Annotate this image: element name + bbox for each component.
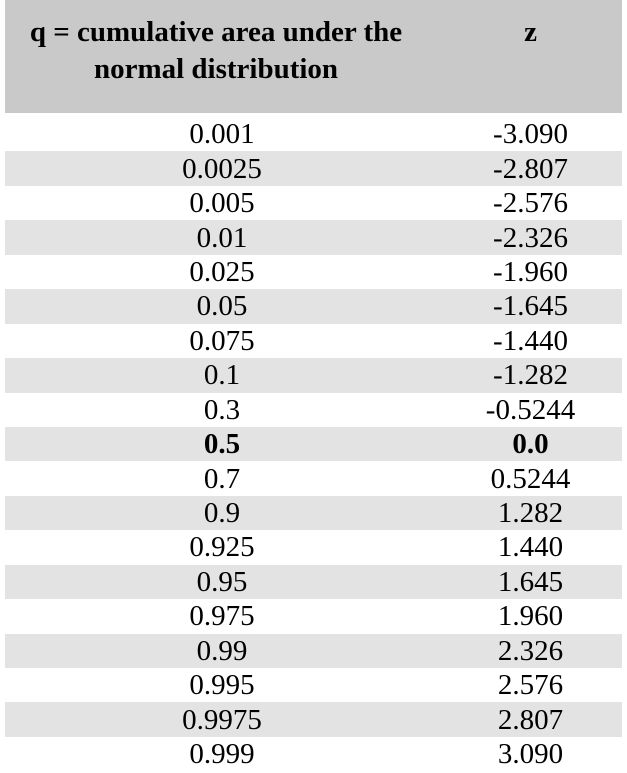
cell-q: 0.95 bbox=[5, 564, 439, 600]
cell-z: 0.5244 bbox=[439, 461, 622, 496]
cell-z: -3.090 bbox=[439, 117, 622, 152]
table-row: 0.9975 2.807 bbox=[5, 702, 622, 737]
cell-z: 3.090 bbox=[439, 736, 622, 772]
cell-q: 0.025 bbox=[5, 254, 439, 290]
cell-z: 1.645 bbox=[439, 564, 622, 600]
cell-z: 2.807 bbox=[439, 702, 622, 737]
table-row: 0.001 -3.090 bbox=[5, 117, 622, 152]
table-row: 0.05 -1.645 bbox=[5, 289, 622, 324]
cell-z: -0.5244 bbox=[439, 392, 622, 427]
cell-z: 0.0 bbox=[439, 426, 622, 462]
table-row: 0.999 3.090 bbox=[5, 736, 622, 772]
table-row: 0.005 -2.576 bbox=[5, 185, 622, 221]
table-header: q = cumulative area under the normal dis… bbox=[5, 0, 622, 113]
cell-q: 0.075 bbox=[5, 323, 439, 359]
z-table-container: q = cumulative area under the normal dis… bbox=[5, 0, 622, 772]
cell-z: 1.282 bbox=[439, 495, 622, 531]
cell-q: 0.7 bbox=[5, 461, 439, 496]
table-row: 0.0025 -2.807 bbox=[5, 151, 622, 186]
cell-q: 0.3 bbox=[5, 392, 439, 427]
cell-z: 1.440 bbox=[439, 530, 622, 565]
table-row: 0.925 1.440 bbox=[5, 530, 622, 565]
cell-q: 0.995 bbox=[5, 668, 439, 703]
cell-z: -2.807 bbox=[439, 151, 622, 186]
cell-z: -2.576 bbox=[439, 185, 622, 221]
cell-q: 0.975 bbox=[5, 599, 439, 634]
cell-z: -1.645 bbox=[439, 289, 622, 324]
table-row: 0.995 2.576 bbox=[5, 668, 622, 703]
table-row: 0.95 1.645 bbox=[5, 564, 622, 600]
cell-q: 0.99 bbox=[5, 633, 439, 668]
cell-z: -1.440 bbox=[439, 323, 622, 359]
normal-quantile-table: q = cumulative area under the normal dis… bbox=[5, 0, 622, 772]
header-q-cumulative-area: q = cumulative area under the normal dis… bbox=[5, 0, 439, 113]
header-z: z bbox=[439, 0, 622, 113]
cell-q: 0.9 bbox=[5, 495, 439, 531]
table-row: 0.5 0.0 bbox=[5, 426, 622, 462]
table-row: 0.025 -1.960 bbox=[5, 254, 622, 290]
header-gap bbox=[5, 113, 622, 117]
cell-z: -1.960 bbox=[439, 254, 622, 290]
table-row: 0.075 -1.440 bbox=[5, 323, 622, 359]
header-row: q = cumulative area under the normal dis… bbox=[5, 0, 622, 113]
cell-q: 0.005 bbox=[5, 185, 439, 221]
cell-q: 0.05 bbox=[5, 289, 439, 324]
table-row: 0.99 2.326 bbox=[5, 633, 622, 668]
cell-z: -2.326 bbox=[439, 220, 622, 255]
cell-q: 0.9975 bbox=[5, 702, 439, 737]
table-row: 0.9 1.282 bbox=[5, 495, 622, 531]
table-row: 0.975 1.960 bbox=[5, 599, 622, 634]
cell-q: 0.1 bbox=[5, 358, 439, 393]
cell-z: 1.960 bbox=[439, 599, 622, 634]
cell-q: 0.999 bbox=[5, 736, 439, 772]
cell-q: 0.001 bbox=[5, 117, 439, 152]
cell-z: 2.326 bbox=[439, 633, 622, 668]
table-row: 0.1 -1.282 bbox=[5, 358, 622, 393]
table-row: 0.01 -2.326 bbox=[5, 220, 622, 255]
cell-q: 0.0025 bbox=[5, 151, 439, 186]
cell-q: 0.5 bbox=[5, 426, 439, 462]
cell-q: 0.925 bbox=[5, 530, 439, 565]
table-row: 0.7 0.5244 bbox=[5, 461, 622, 496]
cell-z: -1.282 bbox=[439, 358, 622, 393]
table-body: 0.001 -3.090 0.0025 -2.807 0.005 -2.576 0.01 -2… bbox=[5, 113, 622, 772]
table-row: 0.3 -0.5244 bbox=[5, 392, 622, 427]
cell-z: 2.576 bbox=[439, 668, 622, 703]
cell-q: 0.01 bbox=[5, 220, 439, 255]
